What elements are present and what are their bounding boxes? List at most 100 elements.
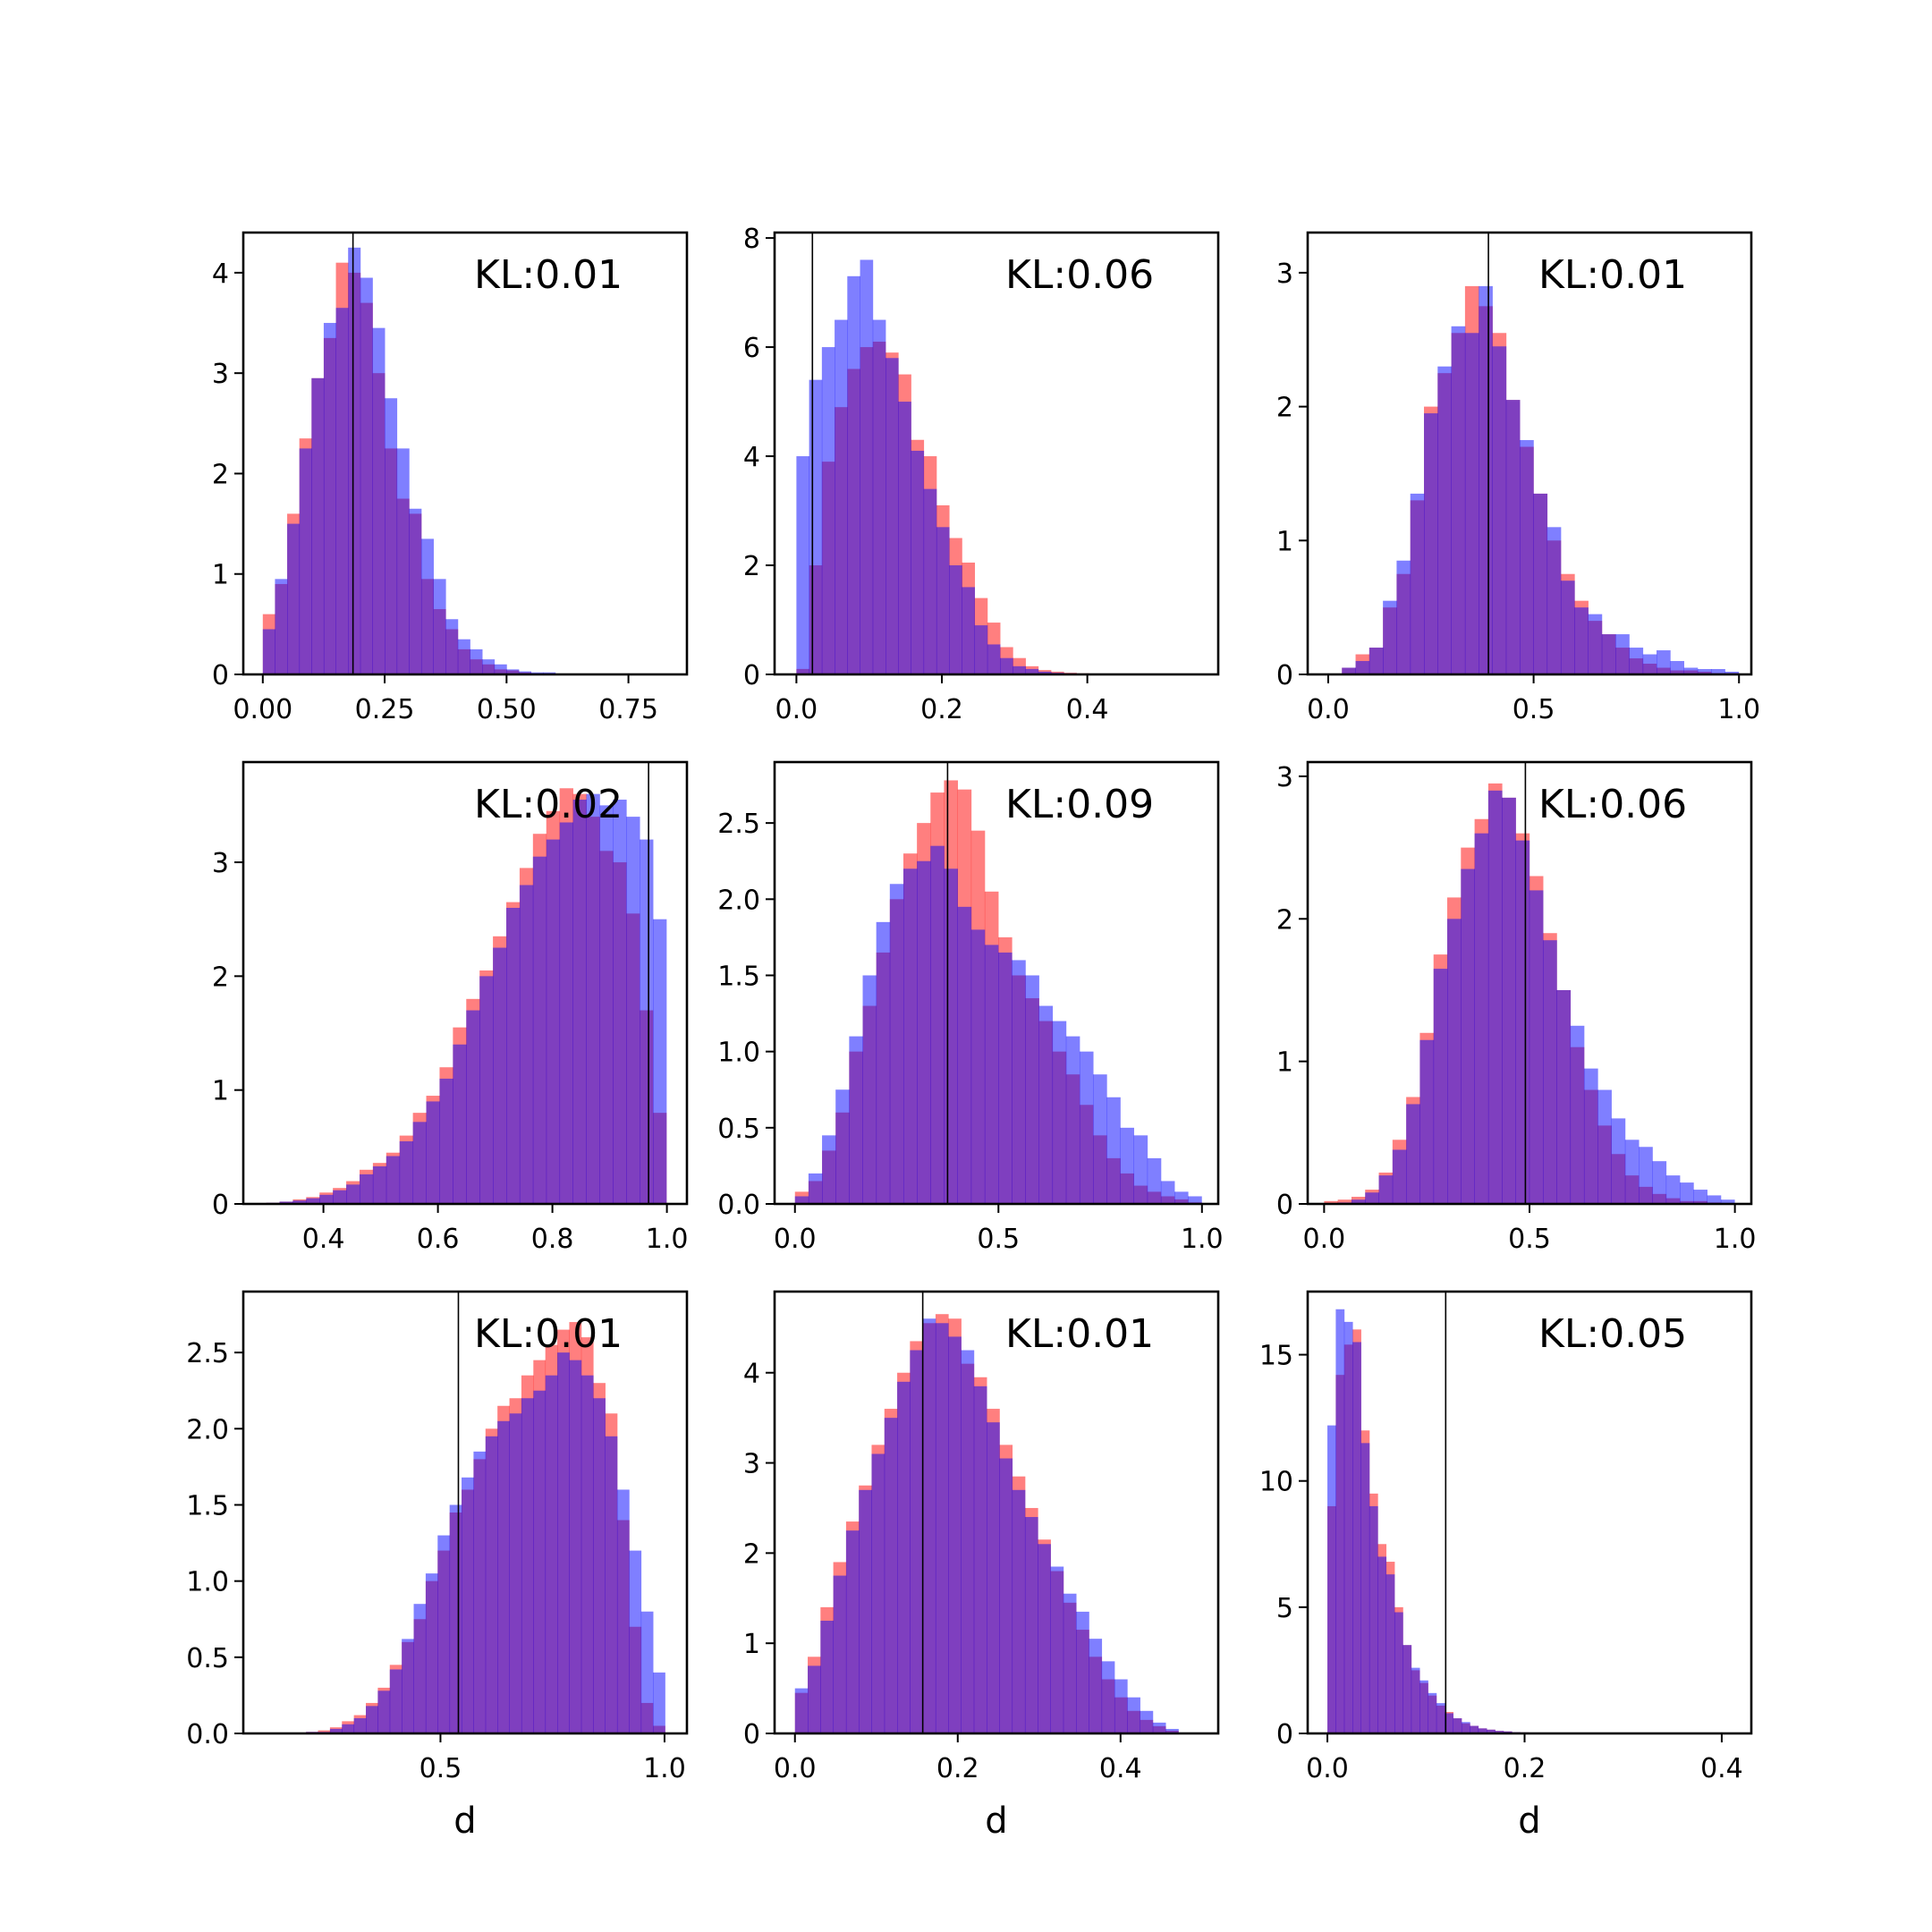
- blue-histogram-bar: [1411, 1667, 1420, 1733]
- blue-histogram-bar: [449, 1504, 462, 1733]
- x-tick-label: 0.0: [1306, 1753, 1349, 1784]
- blue-histogram-bar: [613, 800, 627, 1204]
- blue-histogram-bar: [559, 822, 573, 1204]
- blue-histogram-bar: [1410, 493, 1425, 674]
- x-tick-label: 0.4: [302, 1224, 345, 1255]
- x-tick-label: 0.5: [1513, 694, 1555, 725]
- blue-histogram-bar: [809, 379, 823, 674]
- blue-histogram-bar: [1000, 657, 1013, 674]
- blue-histogram-bar: [1502, 797, 1516, 1204]
- axes-frame: [1306, 231, 1753, 676]
- blue-histogram-bar: [1670, 661, 1684, 674]
- blue-histogram-bar: [999, 1458, 1013, 1733]
- y-tick-label: 0: [212, 1190, 229, 1221]
- blue-histogram-bar: [944, 869, 958, 1204]
- blue-histogram-bar: [586, 793, 600, 1204]
- y-tick-label: 2: [1276, 393, 1293, 424]
- blue-histogram-bar: [820, 1620, 835, 1733]
- blue-histogram-bar: [1436, 1703, 1445, 1733]
- blue-histogram-bar: [1642, 654, 1657, 674]
- blue-histogram-bar: [808, 1665, 821, 1733]
- blue-histogram-bar: [335, 308, 349, 674]
- blue-histogram-bar: [306, 1198, 320, 1204]
- blue-histogram-bar: [399, 1140, 414, 1204]
- blue-histogram-bar: [1478, 1728, 1487, 1733]
- axes-frame: [773, 231, 1220, 676]
- blue-histogram-bar: [599, 805, 614, 1204]
- blue-histogram-bar: [653, 919, 667, 1204]
- blue-histogram-bar: [640, 839, 654, 1204]
- kl-annotation: KL:0.01: [1005, 1311, 1154, 1357]
- blue-histogram-bar: [1615, 634, 1630, 674]
- kl-annotation: KL:0.01: [474, 252, 623, 298]
- blue-histogram-bar: [957, 906, 972, 1204]
- blue-histogram-bar: [1693, 1190, 1707, 1204]
- blue-histogram-bar: [519, 885, 534, 1204]
- y-tick-label: 2.0: [717, 885, 760, 916]
- blue-histogram-bar: [287, 523, 301, 674]
- x-tick-label: 0.25: [355, 694, 415, 725]
- y-tick-label: 15: [1259, 1341, 1293, 1372]
- blue-histogram-bar: [970, 929, 986, 1204]
- blue-histogram-bar: [629, 1550, 642, 1733]
- blue-histogram-bar: [1342, 667, 1356, 674]
- blue-histogram-bar: [1160, 1181, 1175, 1204]
- blue-histogram-bar: [1065, 1036, 1080, 1204]
- blue-histogram-bar: [580, 1375, 594, 1733]
- blue-histogram-bar: [546, 839, 561, 1204]
- bars-group: [1324, 783, 1735, 1204]
- x-tick-label: 0.2: [1504, 1753, 1546, 1784]
- blue-histogram-bar: [1474, 833, 1489, 1204]
- blue-histogram-bar: [605, 1436, 618, 1733]
- blue-histogram-bar: [292, 1200, 307, 1204]
- blue-histogram-bar: [1487, 1729, 1496, 1733]
- histogram-panel-1: 0.00 0.25 0.50 0.75 0 1 2 3 4 KL:0.01: [212, 231, 689, 725]
- blue-histogram-bar: [1120, 1127, 1134, 1204]
- blue-histogram-bar: [833, 1575, 847, 1733]
- y-tick-label: 0.5: [717, 1114, 760, 1145]
- blue-histogram-bar: [593, 1398, 606, 1733]
- blue-histogram-bar: [1546, 527, 1562, 674]
- blue-histogram-bar: [360, 277, 373, 674]
- blue-histogram-bar: [1629, 648, 1644, 674]
- blue-histogram-bar: [962, 587, 976, 674]
- x-tick-label: 1.0: [1714, 1224, 1757, 1255]
- blue-histogram-bar: [557, 1352, 570, 1733]
- y-tick-label: 2: [1276, 904, 1293, 936]
- blue-histogram-bar: [1437, 366, 1453, 674]
- y-tick-label: 6: [743, 333, 760, 364]
- blue-histogram-bar: [1515, 840, 1530, 1204]
- blue-histogram-bar: [1520, 440, 1534, 674]
- blue-histogram-bar: [910, 1350, 924, 1733]
- blue-histogram-bar: [1406, 1104, 1420, 1204]
- blue-histogram-bar: [936, 527, 950, 674]
- blue-histogram-bar: [1707, 1195, 1722, 1204]
- blue-histogram-bar: [1683, 667, 1699, 674]
- y-tick-label: 1.0: [717, 1038, 760, 1069]
- histogram-panel-4: 0.4 0.6 0.8 1.0 0 1 2 3 KL:0.02: [212, 760, 688, 1255]
- blue-histogram-bar: [876, 921, 891, 1204]
- x-axis-label: d: [1518, 1801, 1540, 1842]
- blue-histogram-bar: [372, 327, 386, 674]
- blue-histogram-bar: [1038, 671, 1052, 674]
- blue-histogram-bar: [911, 450, 925, 674]
- blue-histogram-bar: [640, 1611, 654, 1733]
- x-tick-label: 1.0: [1717, 694, 1760, 725]
- blue-histogram-bar: [473, 1451, 487, 1733]
- blue-histogram-bar: [1720, 1199, 1735, 1204]
- blue-histogram-bar: [845, 1530, 860, 1733]
- blue-histogram-bar: [1089, 1639, 1103, 1733]
- axes-frame: [773, 1290, 1220, 1735]
- blue-histogram-bar: [1012, 960, 1026, 1204]
- blue-histogram-bar: [572, 800, 587, 1204]
- blue-histogram-bar: [1013, 665, 1026, 674]
- blue-histogram-bar: [1394, 1612, 1403, 1733]
- blue-histogram-bar: [299, 448, 312, 674]
- blue-histogram-bar: [545, 1375, 558, 1733]
- y-tick-label: 0.0: [717, 1190, 760, 1221]
- blue-histogram-bar: [1639, 1147, 1653, 1204]
- axes-frame: [242, 231, 689, 676]
- blue-histogram-bar: [1079, 1051, 1094, 1204]
- blue-histogram-bar: [342, 1724, 355, 1733]
- blue-histogram-bar: [949, 565, 962, 674]
